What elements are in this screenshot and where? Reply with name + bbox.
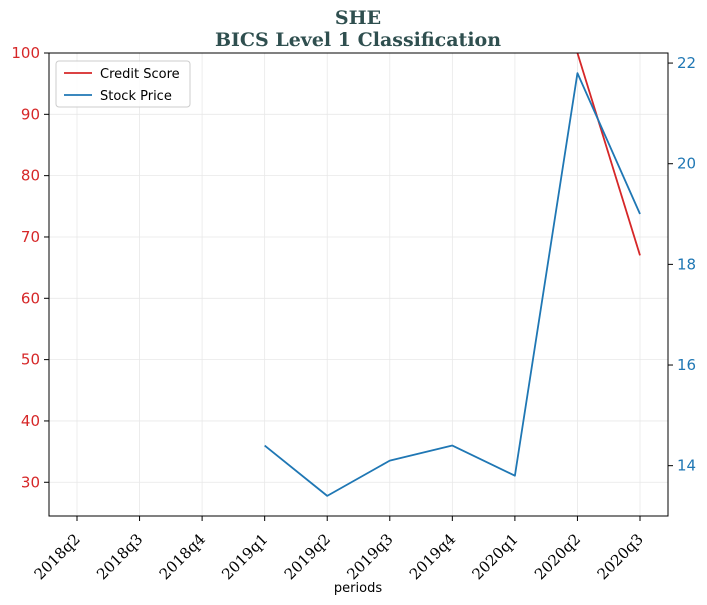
y-left-tick-label: 30 xyxy=(21,473,40,491)
series-line-stock-price xyxy=(264,72,641,497)
chart-subtitle: BICS Level 1 Classification xyxy=(215,29,501,51)
x-tick-label: 2018q2 xyxy=(31,530,84,583)
y-right-tick-label: 16 xyxy=(677,356,696,374)
y-right-tick-label: 18 xyxy=(677,255,696,273)
y-left-tick-label: 50 xyxy=(21,351,40,369)
x-tick-label: 2020q1 xyxy=(468,530,521,583)
x-axis-label: periods xyxy=(334,581,382,596)
series-line-credit-score xyxy=(576,53,641,256)
x-tick-label: 2020q2 xyxy=(531,530,584,583)
legend-label-stock-price: Stock Price xyxy=(100,89,172,104)
y-right-tick-label: 14 xyxy=(677,457,696,475)
y-right-tick-label: 22 xyxy=(677,54,696,72)
x-tick-label: 2018q3 xyxy=(93,530,146,583)
y-left-tick-label: 100 xyxy=(11,44,40,62)
legend: Credit Score Stock Price xyxy=(55,60,191,108)
x-tick-label: 2019q3 xyxy=(343,530,396,583)
y-right-tick-label: 20 xyxy=(677,155,696,173)
x-axis: 2018q2 2018q3 2018q4 2019q1 2019q2 2019q3 2019… xyxy=(31,516,647,583)
y-left-tick-label: 70 xyxy=(21,228,40,246)
y-left-tick-label: 40 xyxy=(21,412,40,430)
chart-title: SHE xyxy=(335,7,381,29)
y-axis-left: 30 40 50 60 70 80 90 100 xyxy=(11,44,49,491)
x-tick-label: 2018q4 xyxy=(156,530,209,583)
x-tick-label: 2020q3 xyxy=(594,530,647,583)
y-left-tick-label: 80 xyxy=(21,167,40,185)
plot-frame xyxy=(48,52,669,517)
x-tick-label: 2019q4 xyxy=(406,530,459,583)
y-axis-right: 14 16 18 20 22 xyxy=(668,54,696,475)
legend-label-credit-score: Credit Score xyxy=(100,67,180,82)
plot-area xyxy=(264,53,641,497)
grid xyxy=(49,52,668,516)
y-left-tick-label: 90 xyxy=(21,105,40,123)
x-tick-label: 2019q2 xyxy=(281,530,334,583)
y-left-tick-label: 60 xyxy=(21,289,40,307)
x-tick-label: 2019q1 xyxy=(218,530,271,583)
